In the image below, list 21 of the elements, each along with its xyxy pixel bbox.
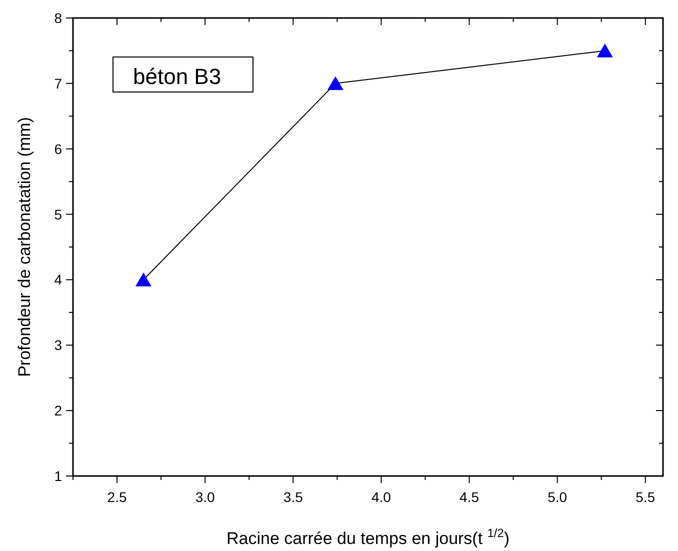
annotation: béton B3 <box>133 64 222 89</box>
y-tick-label: 7 <box>54 75 62 92</box>
y-axis-title: Profondeur de carbonatation (mm) <box>15 117 34 377</box>
x-tick-label: 3.5 <box>283 489 304 505</box>
x-tick-label: 5.5 <box>636 489 656 505</box>
x-tick-label: 3.0 <box>195 489 216 505</box>
y-tick-label: 4 <box>54 272 62 288</box>
y-tick-label: 3 <box>54 337 62 354</box>
x-tick-label: 4.0 <box>371 489 392 505</box>
point <box>135 272 152 286</box>
x-tick-label: 4.5 <box>460 489 480 505</box>
x-tick-label: 5.0 <box>548 489 568 505</box>
x-axis-title: Racine carrée du temps en jours(t $^{1/2}$) <box>226 526 510 548</box>
y-tick-label: 1 <box>54 468 62 484</box>
y-tick-label: 8 <box>54 10 62 26</box>
y-tick-label: 5 <box>54 206 62 222</box>
point <box>596 44 613 58</box>
point <box>327 76 344 90</box>
y-tick-label: 6 <box>54 140 62 157</box>
y-tick-label: 2 <box>54 402 62 419</box>
x-tick-label: 2.5 <box>107 489 127 505</box>
